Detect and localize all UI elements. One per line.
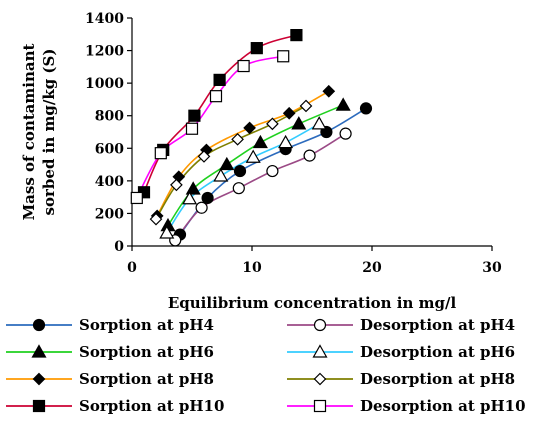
legend-marker bbox=[32, 372, 46, 386]
legend-label: Sorption at pH4 bbox=[79, 316, 214, 334]
legend-label: Sorption at pH8 bbox=[79, 370, 214, 388]
legend-item-8: Desorption at pH10 bbox=[287, 397, 526, 415]
legend-label: Desorption at pH8 bbox=[360, 370, 515, 388]
data-point-series-2 bbox=[232, 182, 245, 195]
y-tick-label: 1400 bbox=[85, 11, 124, 27]
y-axis-title-line-2: sorbed in mg/kg (S) bbox=[40, 49, 58, 216]
y-tick-label: 400 bbox=[95, 174, 124, 190]
y-tick-label: 1200 bbox=[85, 44, 124, 60]
data-point-series-6 bbox=[197, 150, 211, 163]
data-point-series-5 bbox=[243, 121, 256, 135]
legend-marker bbox=[32, 399, 46, 413]
data-point-series-8 bbox=[185, 122, 199, 135]
y-ticks: 0 200 400 600 800 1000 1200 1400 bbox=[85, 11, 132, 255]
y-tick-label: 800 bbox=[95, 109, 124, 125]
y-tick-label: 1000 bbox=[85, 76, 124, 92]
data-point-series-3 bbox=[291, 116, 307, 130]
y-tick-label: 0 bbox=[114, 239, 124, 255]
data-point-series-5 bbox=[322, 84, 336, 98]
data-point-series-4 bbox=[213, 168, 229, 182]
plot-area: 0 200 400 600 800 1000 1200 1400 0 10 20 30 bbox=[85, 11, 502, 276]
legend-label: Desorption at pH6 bbox=[360, 343, 515, 361]
data-point-series-1 bbox=[201, 191, 214, 205]
data-point-series-7 bbox=[250, 42, 263, 55]
legend-item-1: Sorption at pH4 bbox=[6, 316, 214, 334]
data-point-series-8 bbox=[130, 191, 143, 205]
x-tick-label: 0 bbox=[127, 260, 137, 276]
data-point-series-3 bbox=[335, 97, 351, 111]
legend-item-6: Desorption at pH8 bbox=[287, 370, 515, 388]
x-axis-title: Equilibrium concentration in mg/l bbox=[168, 294, 457, 312]
y-tick-label: 200 bbox=[95, 206, 124, 222]
data-point-series-1 bbox=[359, 102, 373, 115]
y-tick-label: 600 bbox=[95, 141, 124, 157]
legend-label: Sorption at pH10 bbox=[79, 397, 224, 415]
legend-item-2: Desorption at pH4 bbox=[287, 316, 515, 334]
data-point-series-2 bbox=[195, 201, 208, 214]
data-point-series-4 bbox=[182, 191, 198, 205]
legend-marker bbox=[313, 318, 327, 332]
x-tick-label: 30 bbox=[482, 260, 502, 276]
legend-marker bbox=[313, 372, 327, 386]
y-axis-title-line-1: Mass of contaminant bbox=[20, 44, 38, 221]
data-point-series-7 bbox=[290, 29, 303, 42]
data-point-series-1 bbox=[233, 164, 247, 178]
y-axis-title: Mass of contaminant sorbed in mg/kg (S) bbox=[20, 44, 58, 221]
legend-marker bbox=[312, 344, 328, 358]
data-point-series-4 bbox=[159, 225, 175, 239]
data-point-series-6 bbox=[266, 117, 279, 131]
data-point-series-2 bbox=[266, 164, 279, 178]
series-markers bbox=[130, 29, 373, 247]
data-point-series-3 bbox=[185, 181, 201, 195]
legend-label: Desorption at pH4 bbox=[360, 316, 515, 334]
data-point-series-8 bbox=[154, 147, 167, 160]
data-point-series-8 bbox=[277, 50, 290, 63]
legend-item-5: Sorption at pH8 bbox=[6, 370, 214, 388]
data-point-series-6 bbox=[299, 99, 313, 113]
legend-item-4: Desorption at pH6 bbox=[287, 343, 515, 361]
x-tick-label: 20 bbox=[362, 260, 382, 276]
data-point-series-7 bbox=[213, 73, 226, 86]
data-point-series-4 bbox=[311, 116, 327, 130]
legend-label: Desorption at pH10 bbox=[360, 397, 526, 415]
data-point-series-5 bbox=[282, 106, 296, 120]
legend-marker bbox=[313, 399, 327, 413]
legend-item-3: Sorption at pH6 bbox=[6, 343, 214, 361]
data-point-series-2 bbox=[303, 149, 316, 162]
x-ticks: 0 10 20 30 bbox=[127, 246, 502, 276]
data-point-series-6 bbox=[231, 132, 244, 146]
legend-label: Sorption at pH6 bbox=[79, 343, 214, 361]
legend-item-7: Sorption at pH10 bbox=[6, 397, 224, 415]
data-point-series-2 bbox=[339, 127, 352, 140]
data-point-series-6 bbox=[149, 212, 163, 226]
legend-marker bbox=[32, 318, 46, 332]
data-point-series-4 bbox=[245, 149, 261, 163]
data-point-series-7 bbox=[188, 109, 201, 122]
series-lines bbox=[136, 34, 367, 241]
data-point-series-8 bbox=[237, 59, 250, 73]
legend: Sorption at pH4 Desorption at pH4 Sorption… bbox=[6, 316, 526, 415]
data-point-series-6 bbox=[170, 178, 183, 192]
data-point-series-8 bbox=[209, 90, 223, 103]
legend-marker bbox=[31, 344, 47, 358]
data-point-series-3 bbox=[219, 156, 235, 171]
data-point-series-4 bbox=[278, 134, 294, 149]
x-tick-label: 10 bbox=[242, 260, 262, 276]
data-point-series-3 bbox=[252, 134, 268, 149]
